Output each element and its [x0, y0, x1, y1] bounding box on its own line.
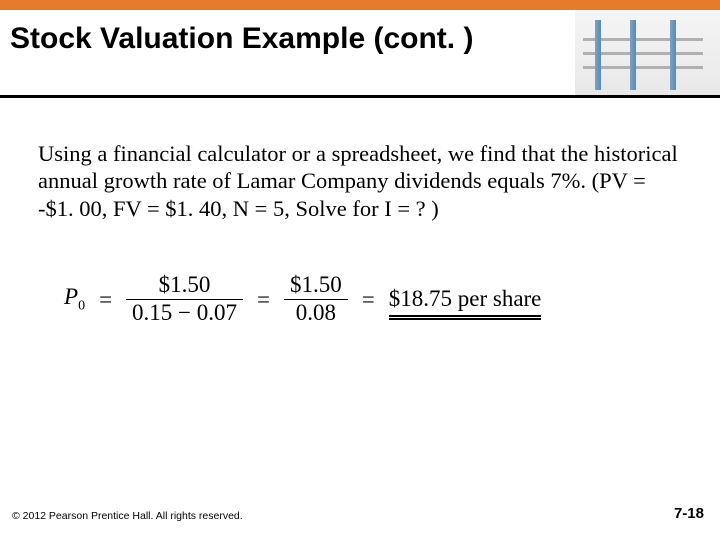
fraction-1-numerator: $1.50	[153, 272, 217, 298]
fraction-1: $1.50 0.15 − 0.07	[126, 272, 243, 326]
footer: © 2012 Pearson Prentice Hall. All rights…	[12, 505, 704, 522]
body-area: Using a financial calculator or a spread…	[0, 98, 720, 327]
equation-result: $18.75 per share	[389, 286, 542, 314]
page-title: Stock Valuation Example (cont. )	[10, 22, 575, 56]
decorative-image	[575, 10, 720, 95]
fraction-1-denominator: 0.15 − 0.07	[126, 300, 243, 326]
fraction-2-numerator: $1.50	[284, 272, 348, 298]
equation-lhs: P0	[64, 284, 85, 315]
fraction-2-denominator: 0.08	[290, 300, 342, 326]
copyright-text: © 2012 Pearson Prentice Hall. All rights…	[12, 510, 243, 522]
body-paragraph: Using a financial calculator or a spread…	[38, 140, 682, 222]
fraction-2: $1.50 0.08	[284, 272, 348, 326]
title-area: Stock Valuation Example (cont. )	[0, 10, 575, 95]
page-number: 7-18	[674, 505, 704, 522]
accent-bar	[0, 0, 720, 10]
header-row: Stock Valuation Example (cont. )	[0, 10, 720, 95]
equation: P0 = $1.50 0.15 − 0.07 = $1.50 0.08 = $1…	[38, 272, 682, 326]
equals-sign: =	[99, 287, 112, 313]
equation-symbol: P	[64, 284, 78, 309]
equals-sign: =	[362, 287, 375, 313]
equals-sign: =	[257, 287, 270, 313]
equation-subscript: 0	[78, 299, 85, 314]
